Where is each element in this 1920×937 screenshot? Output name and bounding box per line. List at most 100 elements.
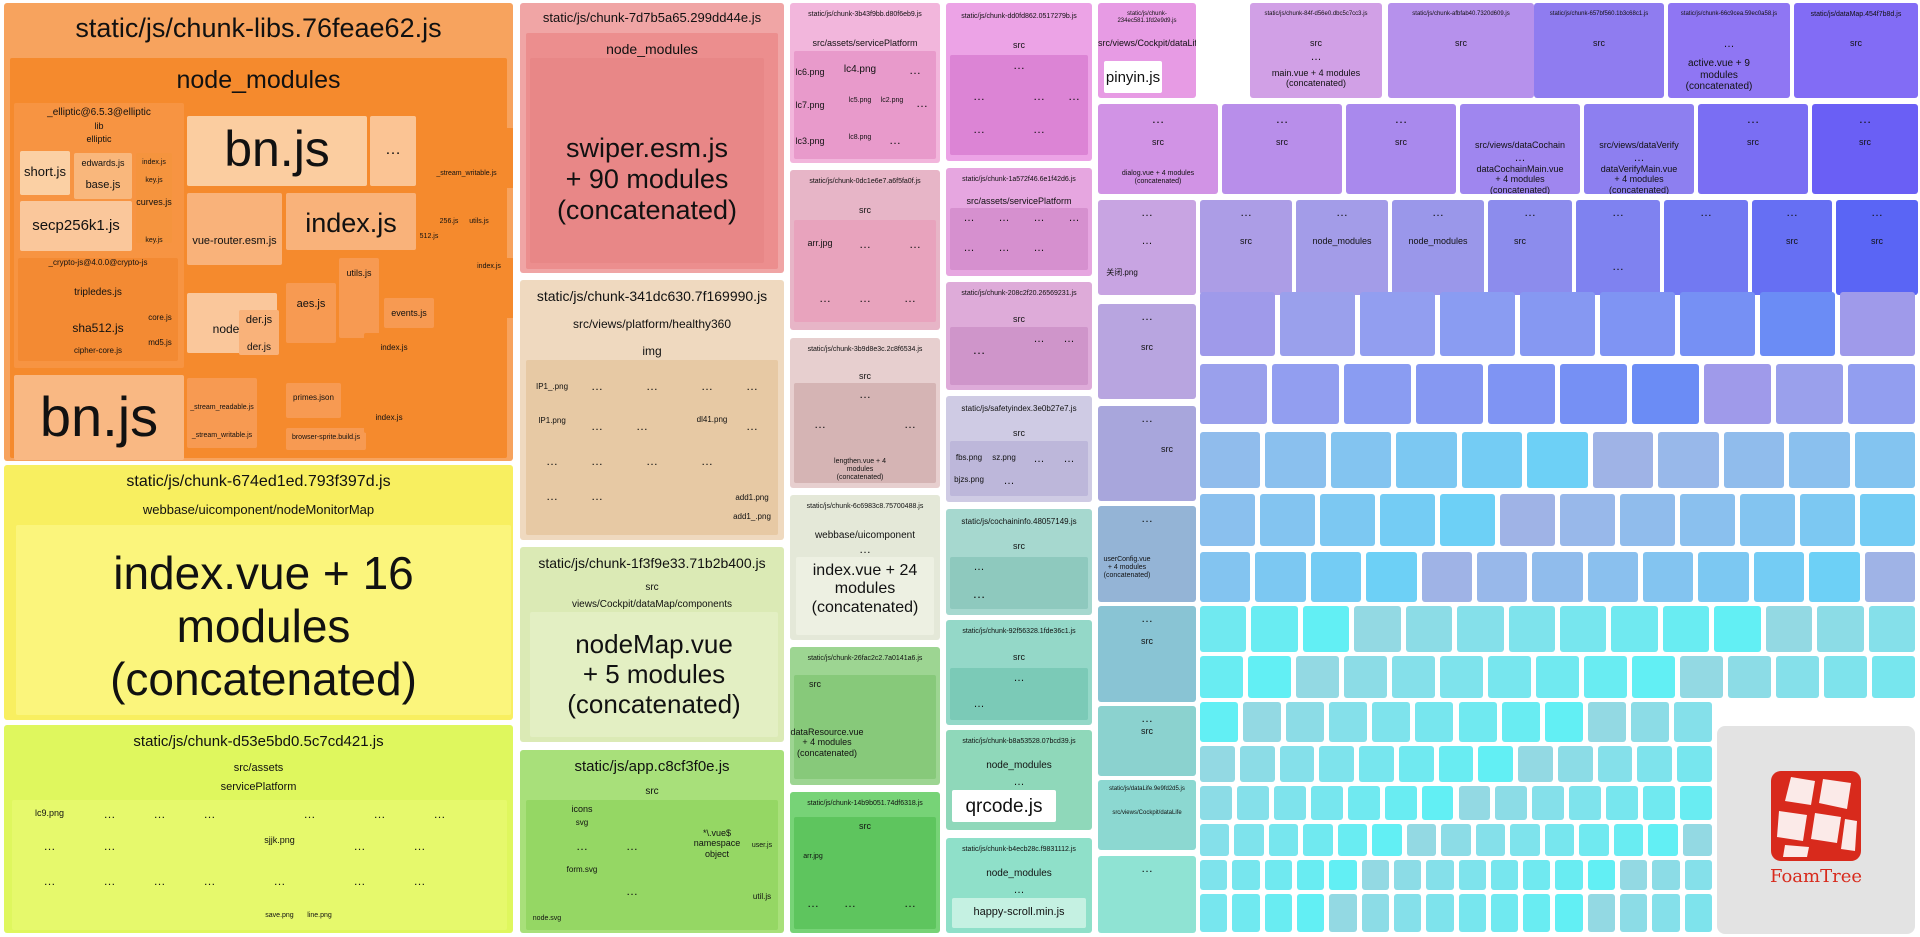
chunk-tile[interactable] (1518, 746, 1553, 782)
chunk-674ed1ed-cell[interactable]: index.vue + 16 modules (concatenated) sta… (4, 465, 513, 720)
chunk-tile[interactable] (1684, 894, 1712, 932)
module-group[interactable]: index.js (364, 408, 414, 433)
chunk-tile[interactable] (1840, 292, 1915, 356)
chunk-tile[interactable] (1457, 606, 1504, 652)
module-group[interactable]: arr.jpg…………… (794, 220, 936, 322)
module-group[interactable]: short.js (20, 151, 70, 195)
chunk-1a572f46-cell[interactable]: … … … … … … … static/js/chunk-1a572f46.6e1f42d6… (946, 168, 1092, 276)
module-group[interactable]: index.js (364, 333, 424, 363)
chunk-tile[interactable] (1392, 656, 1435, 698)
chunk-tile[interactable] (1488, 364, 1555, 424)
chunk-tile[interactable] (1854, 432, 1915, 488)
chunk-tile[interactable] (1579, 824, 1609, 856)
chunk-tile[interactable] (1296, 860, 1325, 890)
chunk-tile[interactable] (1680, 494, 1735, 546)
module-group[interactable]: secp256k1.js (20, 201, 132, 251)
src-cell-1098-856[interactable]: … (1098, 856, 1196, 933)
src-cell-1098-606[interactable]: … src (1098, 606, 1196, 702)
module-group[interactable]: lc9.png … … … … … … sjjk.png … … … … … … … … … … … save.png… (12, 800, 507, 930)
module-group[interactable]: _stream_readable.js _stream_writable.js (187, 378, 257, 448)
chunk-tile[interactable] (1268, 824, 1299, 856)
module-group[interactable]: …… (950, 668, 1088, 720)
chunk-tile[interactable] (1260, 494, 1315, 546)
chunk-tile[interactable] (1789, 432, 1850, 488)
chunk-1f3f9e33-cell[interactable]: nodeMap.vue + 5 modules (concatenated) st… (520, 547, 784, 742)
cochaininfo-cell[interactable]: …… static/js/cochaininfo.48057149.js src (946, 509, 1092, 615)
chunk-tile[interactable] (1555, 860, 1583, 890)
chunk-tile[interactable] (1809, 552, 1860, 602)
chunk-tile[interactable] (1360, 292, 1435, 356)
chunk-b8a53528-cell[interactable]: qrcode.js static/js/chunk-b8a53528.07bcd3… (946, 730, 1092, 830)
chunk-tile[interactable] (1415, 702, 1454, 742)
chunk-tile[interactable] (1265, 432, 1326, 488)
src-cell-1836-200[interactable]: … src (1836, 200, 1918, 295)
chunk-tile[interactable] (1248, 656, 1291, 698)
src-cell-1664-200[interactable]: … (1664, 200, 1748, 295)
module-group[interactable]: index.js key.js curves.js key.js (136, 153, 172, 244)
chunk-tile[interactable] (1475, 824, 1506, 856)
chunk-tile[interactable] (1728, 656, 1771, 698)
src-cell-1576-200[interactable]: …… (1576, 200, 1660, 295)
chunk-tile[interactable] (1396, 432, 1457, 488)
chunk-tile[interactable] (1680, 656, 1723, 698)
datacochain-cell[interactable]: src/views/dataCochain … dataCochainMain.vu… (1460, 104, 1580, 194)
chunk-tile[interactable] (1613, 824, 1644, 856)
chunk-tile[interactable] (1200, 656, 1243, 698)
chunk-tile[interactable] (1440, 656, 1483, 698)
chunk-tile[interactable] (1438, 746, 1474, 782)
chunk-tile[interactable] (1680, 292, 1755, 356)
chunk-tile[interactable] (1380, 494, 1435, 546)
chunk-tile[interactable] (1532, 552, 1583, 602)
chunk-tile[interactable] (1264, 894, 1292, 932)
chunk-tile[interactable] (1652, 860, 1680, 890)
chunk-208c2-cell[interactable]: … … … static/js/chunk-208c2f20.26569231.js s… (946, 282, 1092, 390)
src-cell-1098-304[interactable]: … src (1098, 304, 1196, 399)
module-group[interactable]: browser-sprite.build.js (286, 428, 366, 450)
chunk-tile[interactable] (1698, 552, 1749, 602)
chunk-tile[interactable] (1658, 432, 1719, 488)
chunk-0dc1e6e7-cell[interactable]: arr.jpg … … … … … static/js/chunk-0dc1e6e7.a6f… (790, 170, 940, 330)
module-group[interactable]: bn.js (14, 375, 184, 460)
src-cell-1098-200[interactable]: … … 关闭.png (1098, 200, 1196, 295)
chunk-tile[interactable] (1523, 860, 1551, 890)
module-group[interactable]: bn.js (187, 116, 367, 186)
chunk-92f56328-cell[interactable]: …… static/js/chunk-92f56328.1fde36c1.js sr… (946, 620, 1092, 725)
chunk-tile[interactable] (1384, 786, 1417, 820)
chunk-tile[interactable] (1682, 824, 1712, 856)
chunk-tile[interactable] (1536, 656, 1579, 698)
src-cell-1098-706[interactable]: … src (1098, 706, 1196, 776)
chunk-tile[interactable] (1569, 786, 1602, 820)
chunk-tile[interactable] (1319, 746, 1355, 782)
chunk-tile[interactable] (1406, 824, 1437, 856)
module-group[interactable]: edwards.js base.js (74, 153, 132, 199)
module-group[interactable]: src arr.jpg……… (794, 817, 936, 929)
chunk-tile[interactable] (1441, 824, 1471, 856)
chunk-tile[interactable] (1359, 746, 1394, 782)
chunk-66c9cea-cell[interactable]: static/js/chunk-66c9cea.59ec0a58.js … acti… (1668, 3, 1790, 98)
chunk-dd0fd862-cell[interactable]: … … … … … … static/js/chunk-dd0fd862.0517279b.… (946, 3, 1092, 161)
chunk-tile[interactable] (1587, 552, 1639, 602)
module-group[interactable]: qrcode.js (952, 790, 1056, 822)
chunk-tile[interactable] (1587, 894, 1616, 932)
chunk-tile[interactable] (1264, 860, 1292, 890)
chunk-tile[interactable] (1200, 894, 1228, 932)
chunk-tile[interactable] (1280, 292, 1355, 356)
chunk-tile[interactable] (1303, 824, 1333, 856)
chunk-tile[interactable] (1800, 494, 1855, 546)
chunk-tile[interactable] (1592, 432, 1654, 488)
chunk-tile[interactable] (1584, 656, 1627, 698)
app-cell[interactable]: icons svg … … form.svg … node.svg *\.vue$ names… (520, 750, 784, 933)
chunk-tile[interactable] (1490, 894, 1519, 932)
chunk-tile[interactable] (1587, 702, 1626, 742)
chunk-tile[interactable] (1643, 552, 1694, 602)
chunk-3b9d8e3c-cell[interactable]: … … … lengthen.vue + 4 modules (concatenate… (790, 338, 940, 488)
chunk-tile[interactable] (1458, 702, 1497, 742)
module-group[interactable]: ……………… (950, 55, 1088, 155)
chunk-tile[interactable] (1320, 494, 1375, 546)
chunk-tile[interactable] (1606, 786, 1639, 820)
chunk-tile[interactable] (1597, 746, 1633, 782)
node-modules-cell-1392[interactable]: … node_modules (1392, 200, 1484, 295)
chunk-3b43f9bb-cell[interactable]: lc6.png lc4.png … lc7.png lc5.png lc2.png … lc3… (790, 3, 940, 163)
chunk-tile[interactable] (1344, 656, 1387, 698)
chunk-tile[interactable] (1344, 364, 1411, 424)
